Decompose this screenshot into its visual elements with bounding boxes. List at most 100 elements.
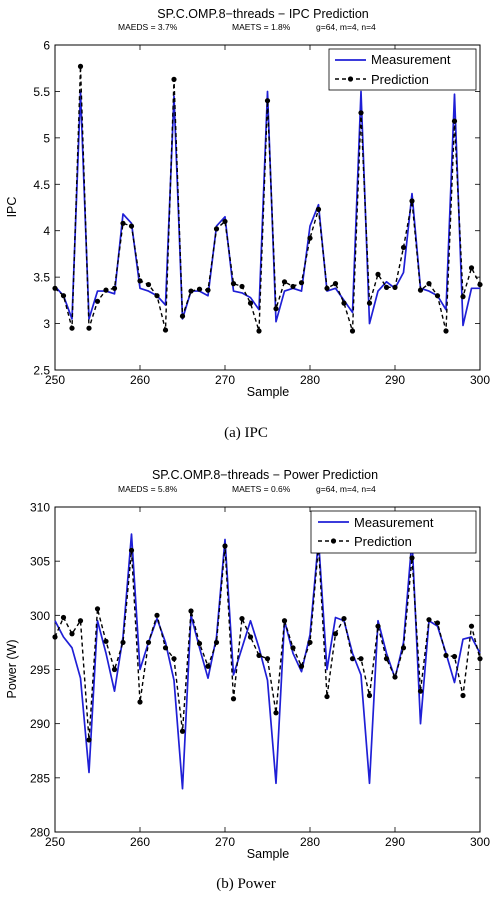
prediction-point <box>468 623 475 629</box>
prediction-point <box>264 656 271 662</box>
prediction-point <box>341 300 347 306</box>
prediction-point <box>137 699 143 705</box>
prediction-point <box>205 287 211 293</box>
x-tick-label: 300 <box>470 373 490 387</box>
prediction-point <box>111 666 118 673</box>
y-tick-label: 280 <box>30 826 50 840</box>
prediction-point <box>120 639 126 646</box>
y-tick-label: 6 <box>43 39 50 53</box>
legend-prediction-label: Prediction <box>354 534 412 549</box>
prediction-point <box>366 300 373 306</box>
prediction-point <box>77 618 84 624</box>
x-axis-label: Sample <box>247 385 289 399</box>
prediction-point <box>468 265 475 271</box>
x-tick-label: 270 <box>215 373 235 387</box>
prediction-point <box>86 325 92 331</box>
prediction-point <box>460 692 466 699</box>
prediction-point <box>222 543 228 549</box>
prediction-point <box>60 614 67 621</box>
prediction-point <box>247 634 254 640</box>
legend-prediction-label: Prediction <box>371 72 429 87</box>
prediction-point <box>409 555 415 561</box>
prediction-point <box>154 293 160 299</box>
x-tick-label: 290 <box>385 835 405 849</box>
prediction-point <box>60 293 67 299</box>
prediction-point <box>426 281 432 287</box>
x-tick-label: 260 <box>130 373 150 387</box>
prediction-point <box>451 118 458 124</box>
legend-measurement-label: Measurement <box>371 52 451 67</box>
prediction-point <box>281 279 288 285</box>
prediction-point <box>358 656 364 662</box>
y-tick-label: 285 <box>30 771 50 785</box>
prediction-point <box>103 638 109 644</box>
prediction-point <box>298 663 305 669</box>
prediction-point <box>426 617 432 623</box>
prediction-point <box>137 278 143 284</box>
power-chart: SP.C.OMP.8−threads − Power Prediction MA… <box>5 468 490 892</box>
prediction-point <box>332 281 339 287</box>
prediction-point <box>162 645 169 651</box>
prediction-point <box>94 298 101 304</box>
prediction-point <box>171 656 177 662</box>
series-measurement-line <box>54 533 481 790</box>
prediction-point <box>273 306 279 312</box>
legend-prediction-marker <box>347 76 354 82</box>
y-tick-label: 4 <box>43 224 50 238</box>
y-tick-label: 2.5 <box>33 364 50 378</box>
prediction-point <box>366 692 373 699</box>
y-tick-label: 290 <box>30 717 50 731</box>
prediction-point <box>324 285 330 291</box>
prediction-point <box>332 631 339 637</box>
prediction-point <box>273 710 279 716</box>
prediction-point <box>281 618 288 624</box>
prediction-point <box>324 693 330 700</box>
chart-title: SP.C.OMP.8−threads − IPC Prediction <box>157 7 369 21</box>
prediction-point <box>375 623 381 629</box>
prediction-point <box>256 652 262 659</box>
prediction-point <box>162 327 169 333</box>
y-axis-label: Power (W) <box>5 639 19 698</box>
prediction-point <box>256 328 262 334</box>
caption-ipc: (a) IPC <box>224 425 268 441</box>
legend: Measurement Prediction <box>328 48 477 91</box>
legend-box <box>328 48 477 91</box>
prediction-point <box>69 325 75 331</box>
prediction-point <box>188 608 194 614</box>
stat-maeds: MAEDS = 5.8% <box>118 484 178 494</box>
prediction-point <box>298 280 305 286</box>
prediction-point <box>86 737 92 743</box>
prediction-point <box>349 328 356 334</box>
prediction-point <box>128 223 135 229</box>
prediction-point <box>443 328 449 334</box>
y-tick-label: 3.5 <box>33 271 50 285</box>
prediction-point <box>239 615 245 622</box>
prediction-point <box>77 63 84 69</box>
x-tick-label: 250 <box>45 835 65 849</box>
prediction-point <box>290 283 296 290</box>
prediction-point <box>417 287 424 293</box>
prediction-point <box>383 656 390 662</box>
y-tick-label: 300 <box>30 609 50 623</box>
plot-frame <box>54 44 481 371</box>
prediction-point <box>392 674 398 680</box>
prediction-point <box>171 76 177 82</box>
prediction-point <box>128 547 135 553</box>
legend-box <box>310 510 477 554</box>
prediction-point <box>349 656 356 662</box>
y-tick-label: 295 <box>30 663 50 677</box>
prediction-point <box>111 285 118 291</box>
x-tick-label: 280 <box>300 373 320 387</box>
prediction-point <box>443 652 449 659</box>
y-tick-label: 310 <box>30 501 50 515</box>
prediction-point <box>94 606 101 612</box>
prediction-point <box>222 218 228 225</box>
stat-maeds: MAEDS = 3.7% <box>118 22 178 32</box>
legend-prediction-marker <box>330 538 337 544</box>
prediction-point <box>179 728 186 734</box>
prediction-point <box>417 688 424 694</box>
x-tick-label: 290 <box>385 373 405 387</box>
prediction-point <box>247 300 254 306</box>
x-axis-label: Sample <box>247 847 289 861</box>
